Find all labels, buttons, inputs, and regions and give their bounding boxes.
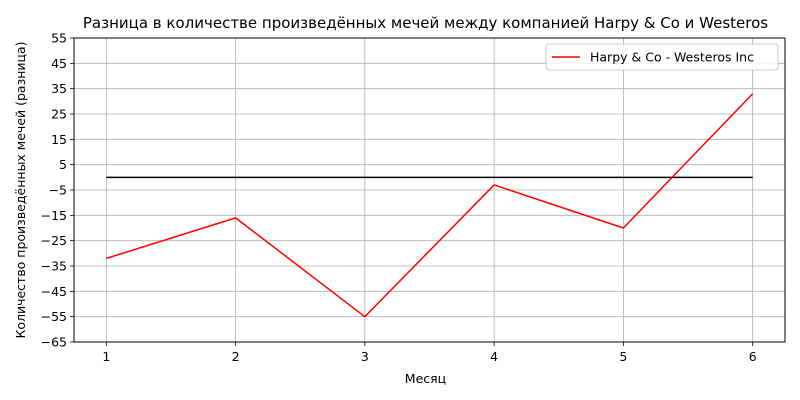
legend-box xyxy=(545,43,779,71)
y-tick-label: −15 xyxy=(41,208,67,223)
grid xyxy=(74,37,785,343)
series-line xyxy=(106,93,754,318)
y-tick-label: 35 xyxy=(51,81,67,96)
plot-area xyxy=(106,93,754,318)
y-tick-label: 15 xyxy=(51,132,67,147)
y-axis-label: Количество произведённых мечей (разница) xyxy=(13,41,28,338)
y-tick-label: −35 xyxy=(41,259,67,274)
x-tick-label: 3 xyxy=(361,349,369,364)
legend: Harpy & Co - Westeros Inc xyxy=(545,43,779,71)
x-tick-label: 4 xyxy=(490,349,498,364)
y-tick-label: 55 xyxy=(51,31,67,46)
x-axis-ticks: 1 2 3 4 5 6 xyxy=(102,342,757,364)
axes-frame xyxy=(73,37,786,343)
chart-title: Разница в количестве произведённых мечей… xyxy=(83,14,768,32)
x-tick-label: 2 xyxy=(232,349,240,364)
y-tick-label: 5 xyxy=(59,157,67,172)
x-axis-label: Месяц xyxy=(405,371,446,386)
y-tick-label: 45 xyxy=(51,56,67,71)
legend-entry-label: Harpy & Co - Westeros Inc xyxy=(590,50,754,65)
y-tick-label: 25 xyxy=(51,107,67,122)
x-tick-label: 5 xyxy=(619,349,627,364)
y-tick-label: −65 xyxy=(41,335,67,350)
y-tick-label: −55 xyxy=(41,309,67,324)
x-tick-label: 1 xyxy=(102,349,110,364)
y-tick-label: −45 xyxy=(41,284,67,299)
y-tick-label: −5 xyxy=(49,183,67,198)
y-tick-label: −25 xyxy=(41,233,67,248)
x-tick-label: 6 xyxy=(749,349,757,364)
